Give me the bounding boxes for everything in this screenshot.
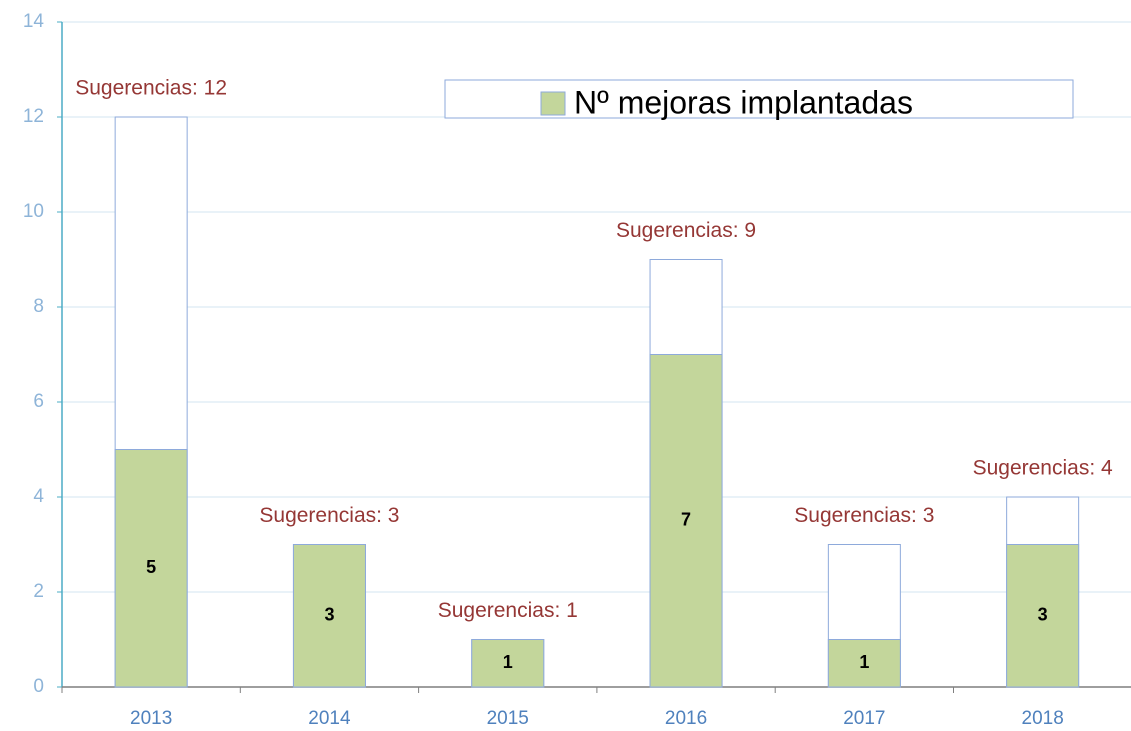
data-label: Sugerencias: 3: [259, 504, 399, 527]
bar: [1006, 544, 1080, 688]
x-tick-label: 2015: [487, 708, 529, 729]
bar: [114, 449, 188, 688]
y-tick-label: 12: [23, 106, 44, 127]
x-tick-label: 2018: [1022, 708, 1064, 729]
y-tick-label: 0: [33, 676, 44, 697]
legend-label: Nº mejoras implantadas: [574, 84, 913, 120]
data-label: 7: [681, 510, 691, 530]
legend-swatch: [540, 91, 566, 116]
data-label: 1: [503, 652, 513, 672]
data-label: 3: [1038, 605, 1048, 625]
data-label: Sugerencias: 1: [438, 599, 578, 622]
data-label: 5: [146, 557, 156, 577]
data-label: Sugerencias: 3: [794, 504, 934, 527]
bar: [649, 354, 723, 688]
data-label: Sugerencias: 12: [75, 77, 227, 100]
y-tick-label: 8: [33, 296, 44, 317]
y-tick-label: 2: [33, 581, 44, 602]
y-tick-label: 4: [33, 486, 44, 507]
bar: [471, 639, 545, 688]
data-label: 3: [324, 605, 334, 625]
x-tick-label: 2017: [843, 708, 885, 729]
bar: [292, 544, 366, 688]
y-tick-label: 10: [23, 201, 44, 222]
data-label: Sugerencias: 4: [973, 457, 1113, 480]
data-label: 1: [859, 652, 869, 672]
x-tick-label: 2014: [308, 708, 351, 729]
data-label: Sugerencias: 9: [616, 219, 756, 242]
x-tick-label: 2016: [665, 708, 707, 729]
x-tick-label: 2013: [130, 708, 172, 729]
y-tick-label: 14: [23, 11, 45, 32]
y-tick-label: 6: [33, 391, 44, 412]
bar: [827, 639, 901, 688]
